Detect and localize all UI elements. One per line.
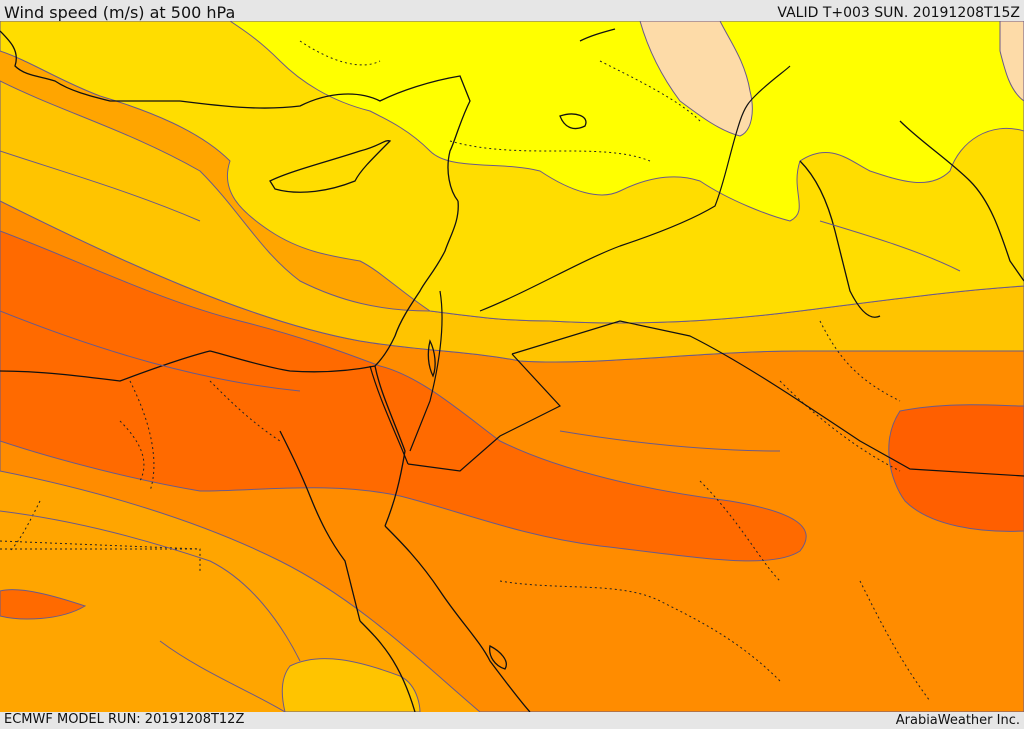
country-borders — [369, 65, 1024, 477]
band-red-orange-sw — [0, 589, 87, 620]
model-run-label: ECMWF MODEL RUN: 20191208T12Z — [4, 712, 245, 727]
valid-time: VALID T+003 SUN. 20191208T15Z — [777, 5, 1020, 21]
wind-speed-map — [0, 21, 1024, 712]
credit-label: ArabiaWeather Inc. — [895, 713, 1020, 728]
coastlines — [0, 28, 1024, 712]
band-amber-sw — [281, 658, 421, 712]
map-title: Wind speed (m/s) at 500 hPa — [4, 3, 236, 22]
band-yellow — [229, 21, 1024, 222]
footer-bar: ECMWF MODEL RUN: 20191208T12Z ArabiaWeat… — [0, 712, 1024, 729]
cyprus-outline — [269, 140, 392, 193]
band-light-orange — [639, 21, 753, 137]
band-red-orange-east — [888, 404, 1024, 532]
band-red-orange-core — [0, 230, 807, 562]
header-bar: Wind speed (m/s) at 500 hPa VALID T+003 … — [0, 0, 1024, 22]
map-canvas — [0, 21, 1024, 712]
contour-lines — [0, 150, 961, 712]
border-lines — [0, 40, 931, 702]
